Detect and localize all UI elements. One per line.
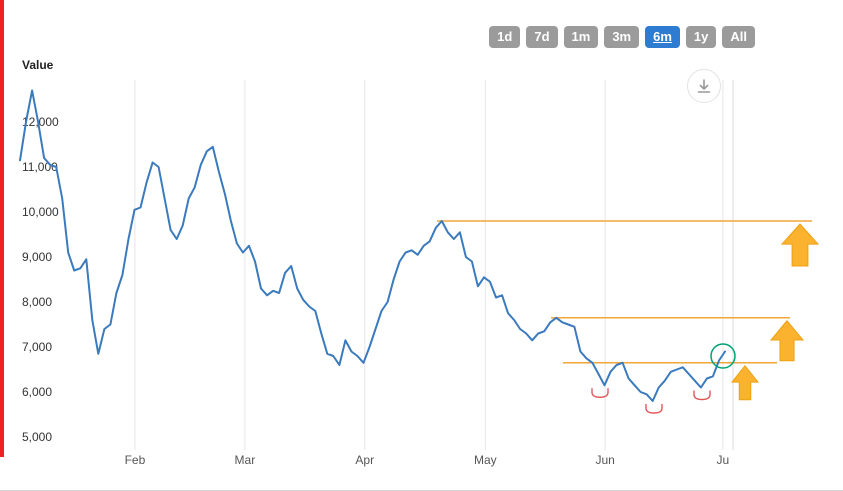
highlight-circle — [710, 343, 736, 369]
x-axis-label-feb: Feb — [125, 453, 146, 467]
x-axis-label-apr: Apr — [355, 453, 374, 467]
up-arrow-3 — [730, 364, 760, 401]
y-axis-label-11000: 11,000 — [22, 160, 58, 174]
left-accent-bar — [0, 0, 4, 457]
series-line-value — [19, 89, 726, 402]
x-axis-label-may: May — [474, 453, 497, 467]
range-button-1d[interactable]: 1d — [489, 26, 521, 48]
y-axis-label-6000: 6,000 — [22, 385, 52, 399]
range-button-6m[interactable]: 6m — [645, 26, 680, 48]
range-selector: 1d 7d 1m 3m 6m 1y All — [489, 26, 755, 48]
up-arrow-1 — [780, 223, 820, 267]
download-button[interactable] — [687, 69, 721, 103]
y-axis-label-12000: 12,000 — [22, 115, 59, 129]
trough-bracket-3 — [693, 390, 711, 401]
x-axis-label-ju: Ju — [717, 453, 730, 467]
x-axis-label-jun: Jun — [595, 453, 614, 467]
trough-bracket-2 — [645, 404, 663, 414]
y-axis-label-7000: 7,000 — [22, 340, 52, 354]
up-arrow-2 — [769, 319, 805, 362]
y-axis-label-9000: 9,000 — [22, 250, 52, 264]
y-axis-label-10000: 10,000 — [22, 205, 59, 219]
chart-title: Value — [22, 58, 54, 72]
y-axis-label-8000: 8,000 — [22, 295, 52, 309]
range-button-1m[interactable]: 1m — [563, 26, 599, 48]
trough-bracket-1 — [591, 388, 609, 398]
download-icon — [697, 79, 711, 93]
range-button-1y[interactable]: 1y — [685, 26, 717, 48]
x-axis-label-mar: Mar — [235, 453, 256, 467]
range-button-3m[interactable]: 3m — [604, 26, 640, 48]
y-axis-label-5000: 5,000 — [22, 430, 52, 444]
range-button-all[interactable]: All — [722, 26, 755, 48]
range-button-7d[interactable]: 7d — [526, 26, 558, 48]
